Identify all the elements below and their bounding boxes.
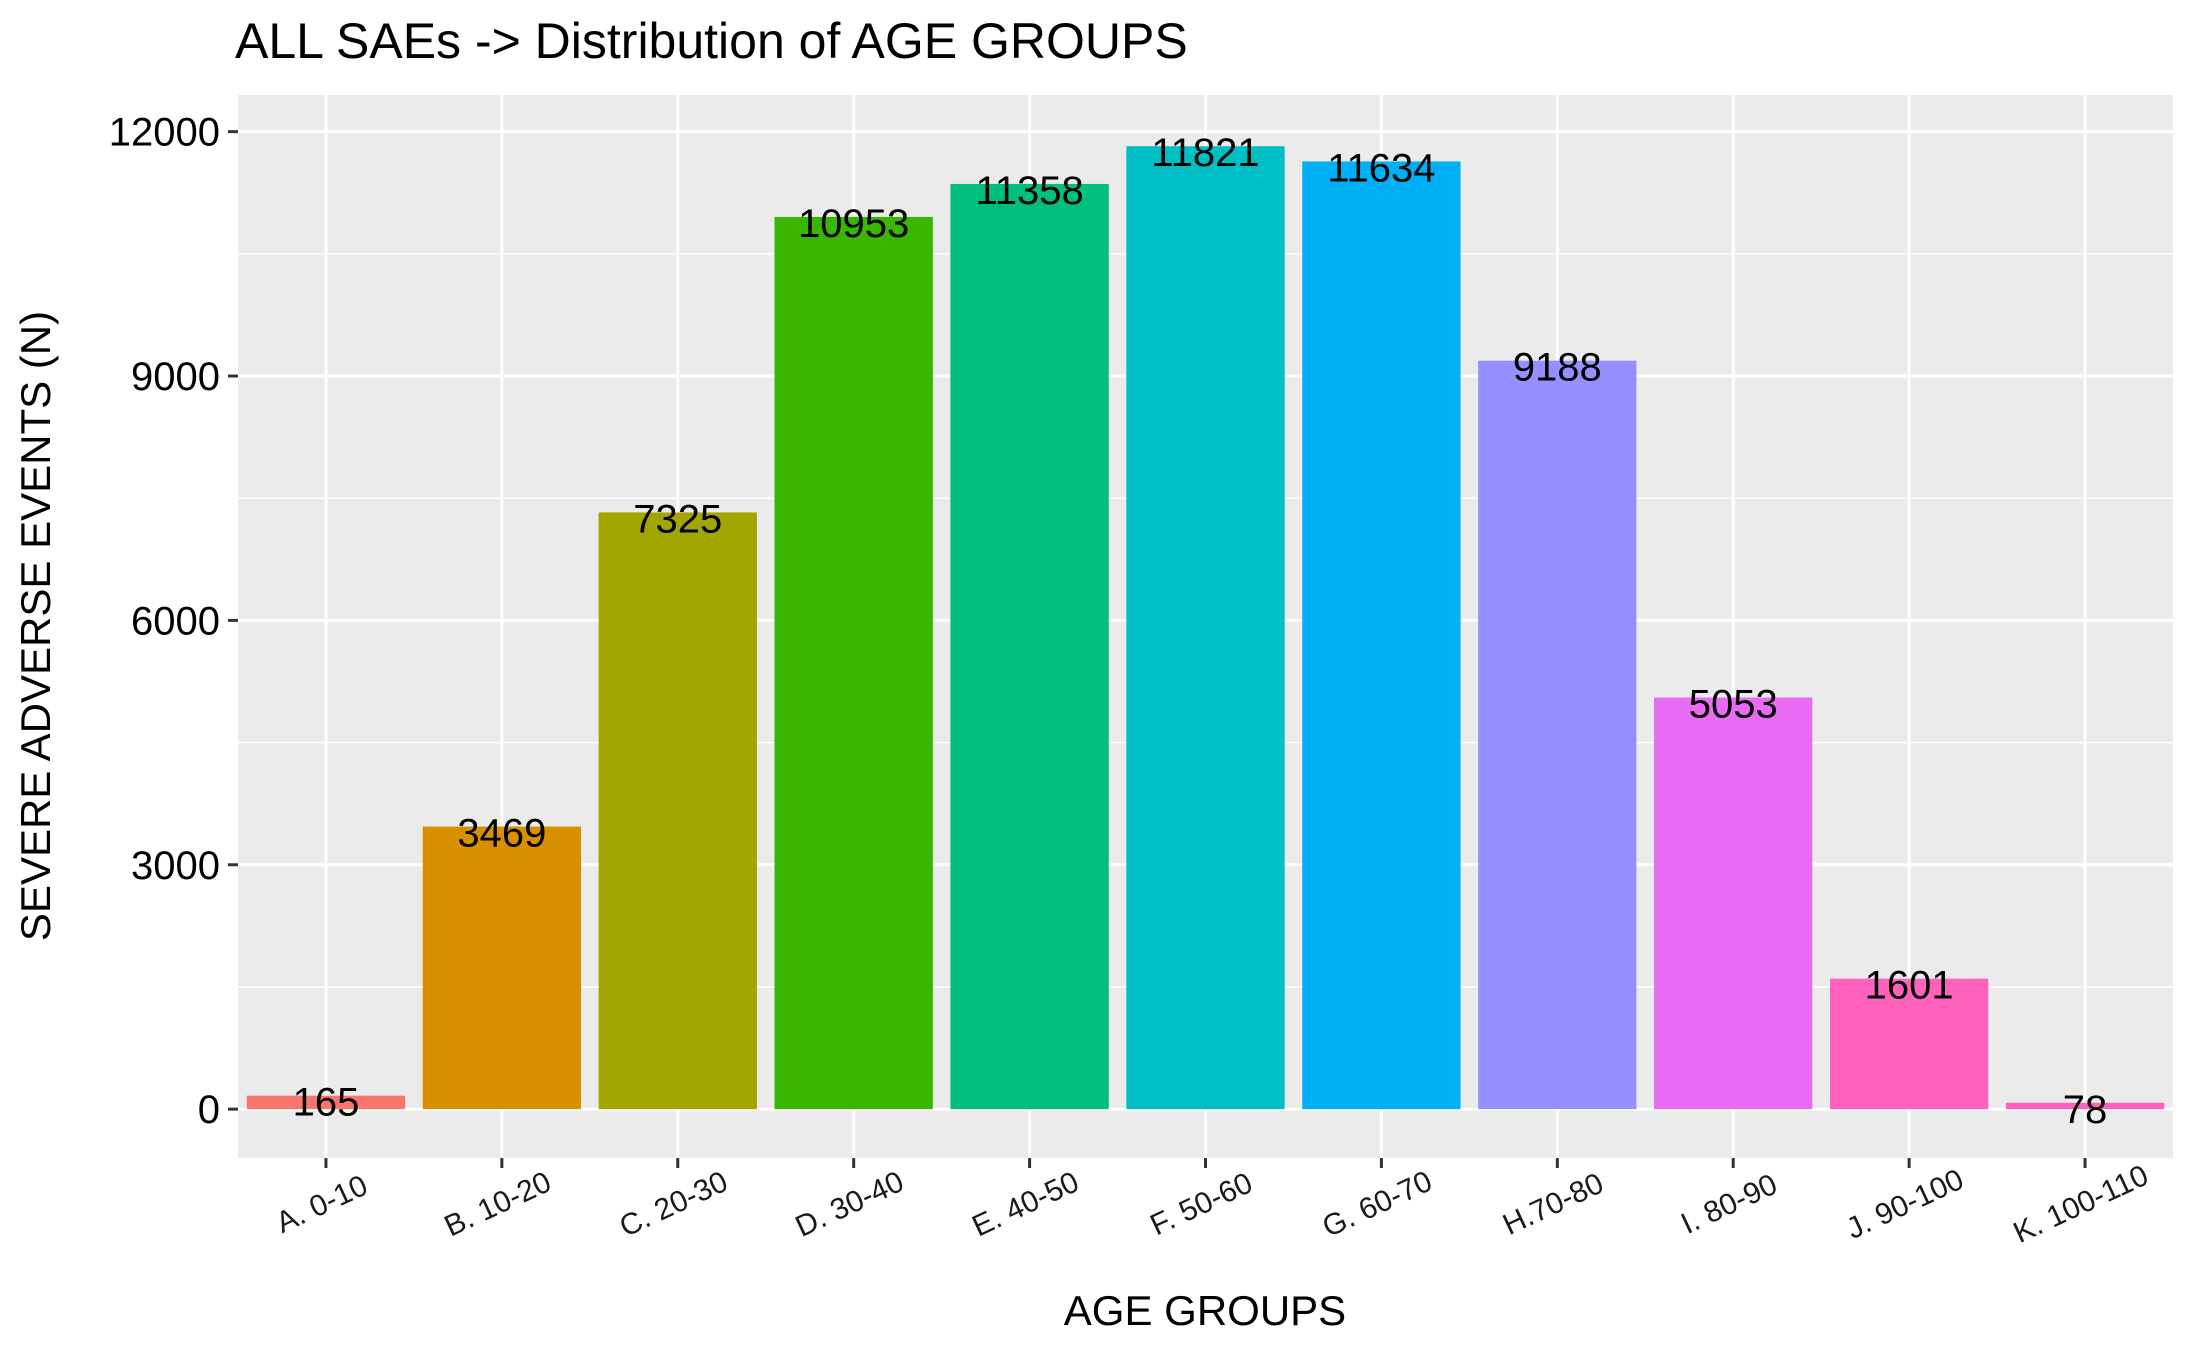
chart-title: ALL SAEs -> Distribution of AGE GROUPS [235,13,1188,69]
x-tick-label: E. 40-50 [967,1165,1084,1243]
x-axis-title: AGE GROUPS [1064,1287,1346,1334]
bar-D. 30-40 [774,216,933,1110]
bar-value-label: 7325 [633,497,722,541]
x-tick-label: I. 80-90 [1676,1168,1782,1241]
bar-value-label: 11358 [975,169,1083,213]
bar-C. 20-30 [598,512,757,1110]
bar-H.70-80 [1478,360,1637,1110]
bar-value-label: 5053 [1689,683,1778,727]
bar-value-label: 11634 [1327,146,1435,190]
x-tick-label: F. 50-60 [1145,1167,1257,1243]
y-axis-title: SEVERE ADVERSE EVENTS (N) [12,311,59,941]
x-tick-label: G. 60-70 [1318,1165,1438,1244]
bar-K. 100-110 [2005,1102,2165,1110]
bar-value-label: 1601 [1865,964,1954,1008]
bar-A. 0-10 [246,1095,406,1110]
x-axis: A. 0-10 B. 10-20 C. 20-30 D. 30-40 E. 40-50 F… [271,1158,2154,1250]
x-tick-label: D. 30-40 [791,1165,909,1244]
y-tick-label: 3000 [131,844,220,888]
y-tick-label: 0 [198,1088,220,1132]
x-tick-label: C. 20-30 [615,1165,733,1244]
bar-value-label: 78 [2063,1088,2108,1132]
bar-J. 90-100 [1829,978,1989,1110]
bar-E. 40-50 [950,183,1109,1110]
x-tick-label: H.70-80 [1498,1167,1609,1242]
x-tick-label: J. 90-100 [1841,1163,1968,1246]
bar-value-labels: 165 3469 7325 10953 11358 11821 11634 9188 5053 1… [293,131,2108,1132]
x-tick-label: A. 0-10 [271,1169,373,1240]
y-tick-label: 6000 [131,599,220,643]
bar-value-label: 3469 [457,812,546,856]
bar-B. 10-20 [422,826,582,1110]
bar-I. 80-90 [1654,697,1813,1110]
y-tick-label: 12000 [109,111,220,155]
bar-F. 50-60 [1126,146,1285,1110]
x-tick-label: K. 100-110 [2009,1159,2154,1250]
bar-value-label: 11821 [1151,131,1259,175]
bars [246,146,2165,1110]
bar-G. 60-70 [1302,161,1461,1110]
bar-value-label: 10953 [798,202,909,246]
y-axis: 0 3000 6000 9000 12000 [109,111,238,1132]
bar-value-label: 165 [293,1081,360,1125]
bar-value-label: 9188 [1513,346,1602,390]
y-tick-label: 9000 [131,355,220,399]
x-tick-label: B. 10-20 [439,1165,556,1243]
